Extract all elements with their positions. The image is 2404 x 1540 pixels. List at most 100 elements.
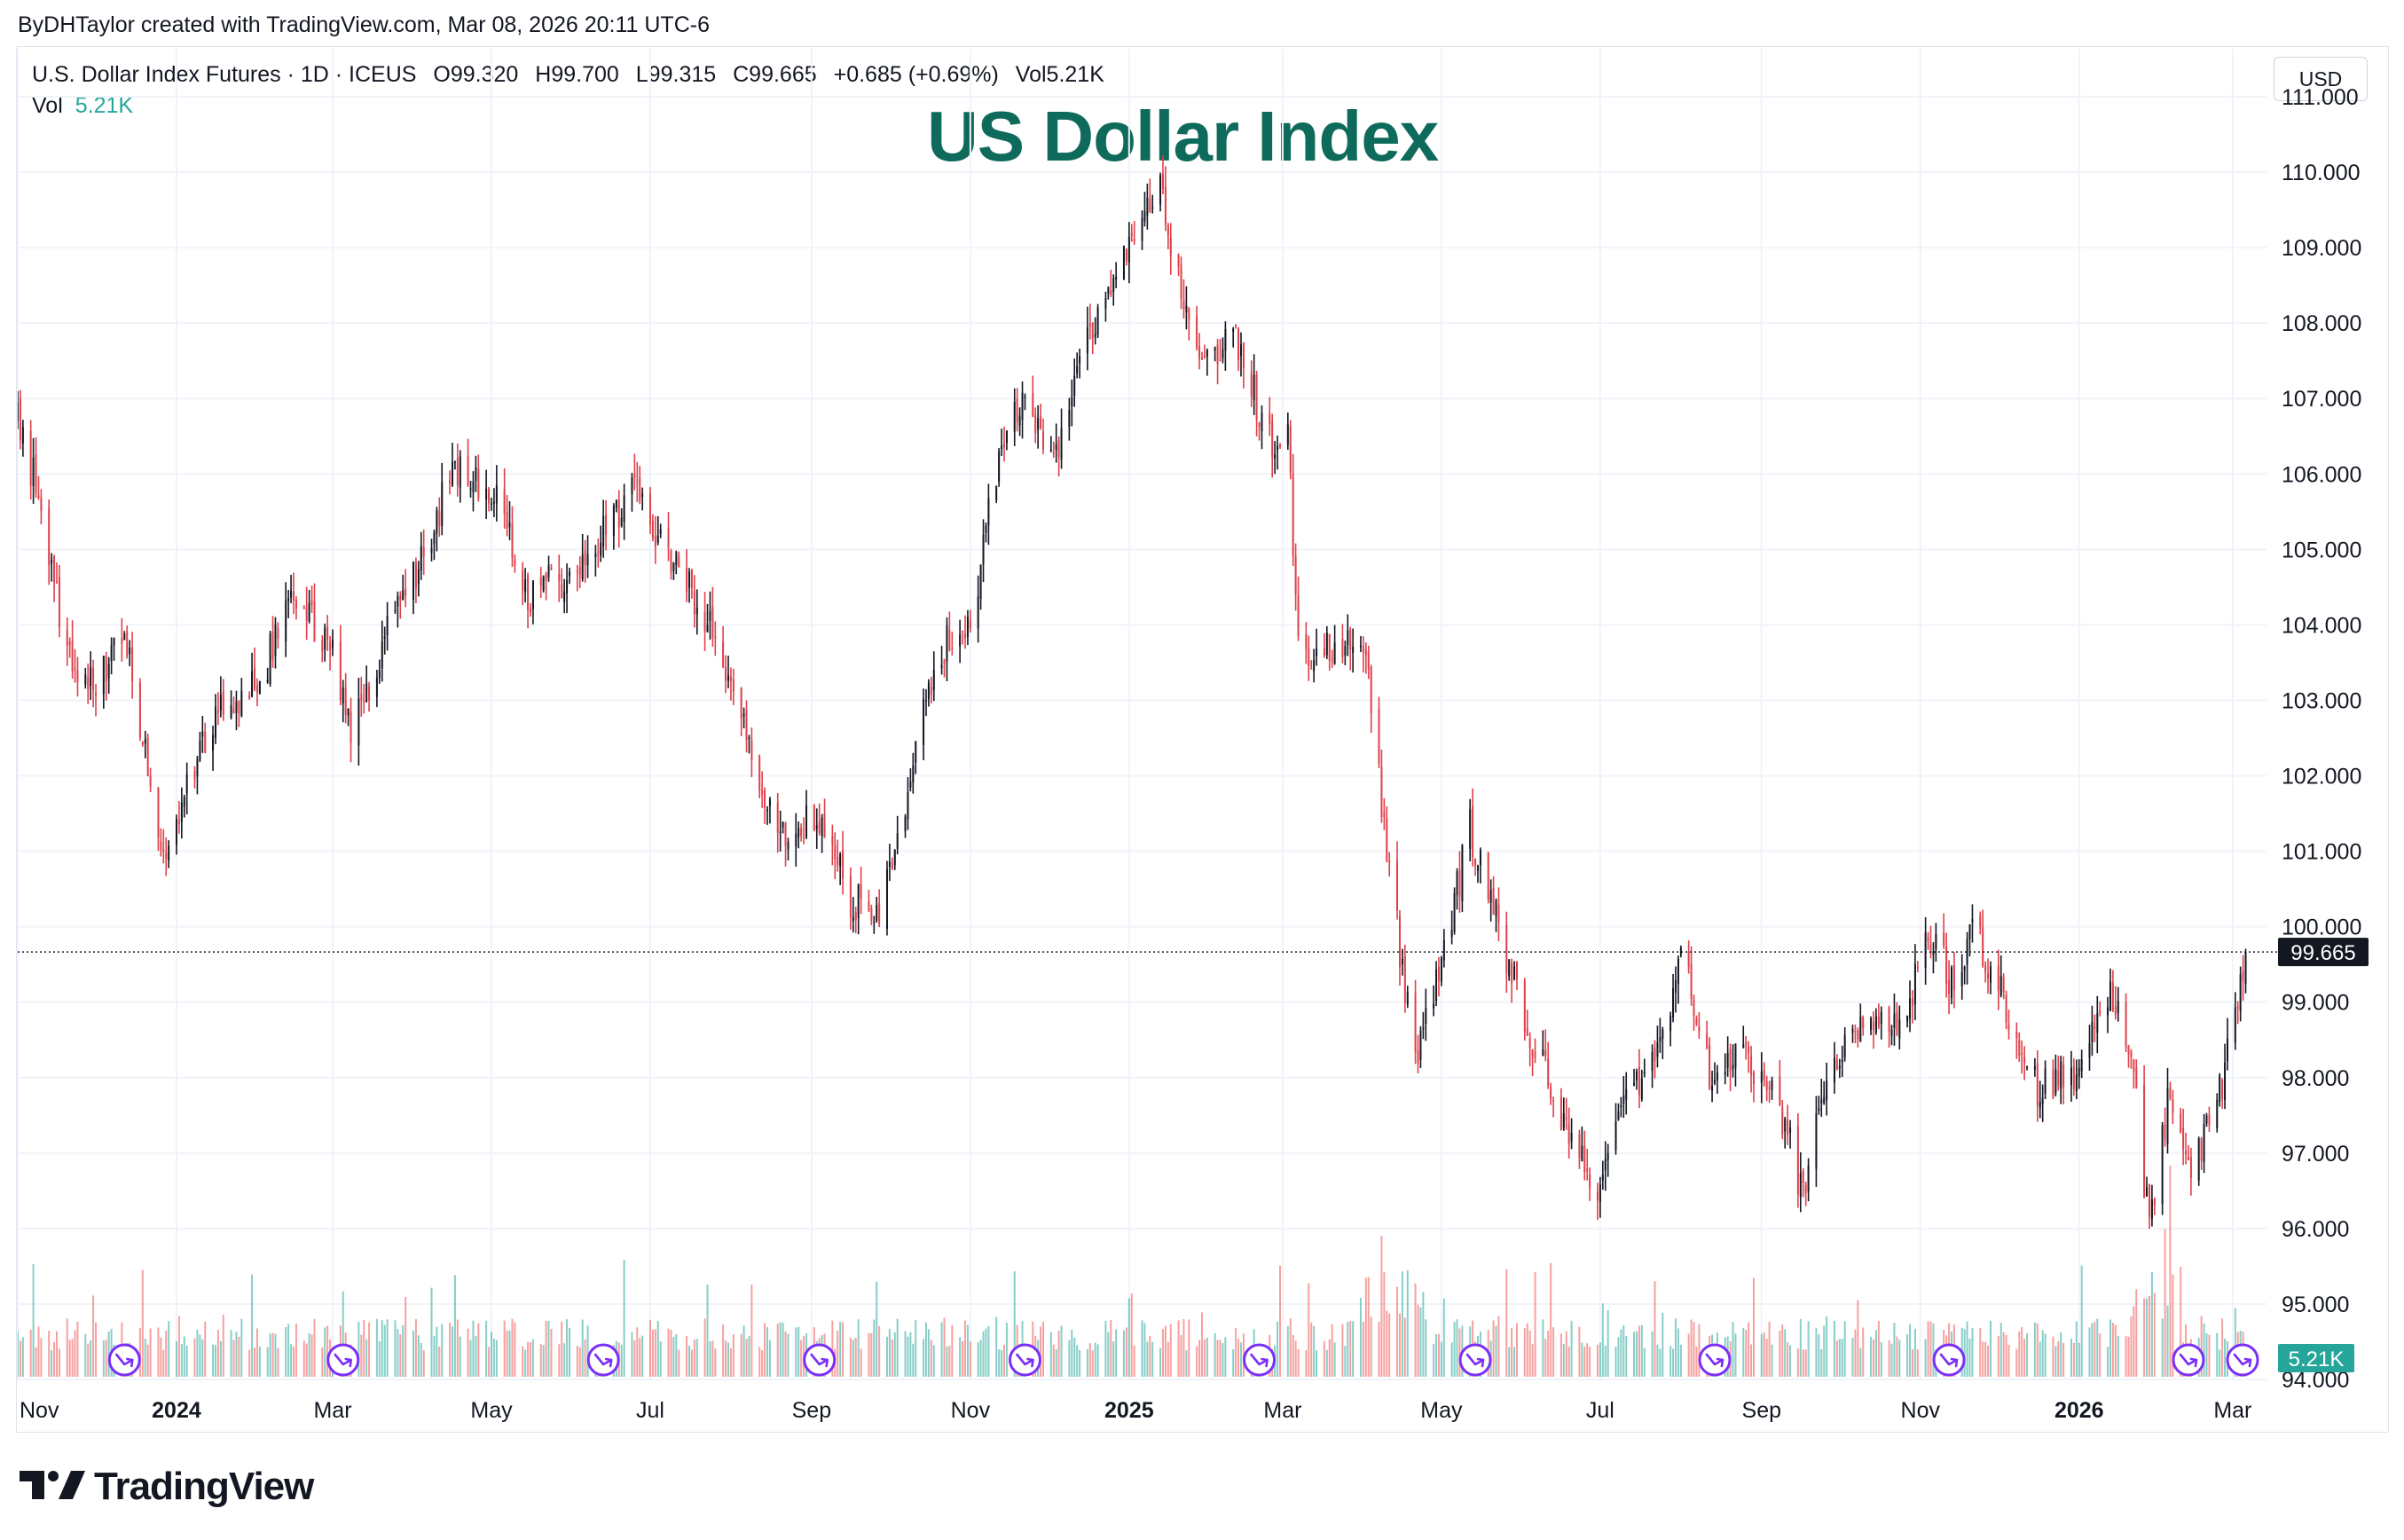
volume-bar bbox=[1286, 1325, 1289, 1377]
candle-body bbox=[550, 568, 553, 570]
candle-body bbox=[740, 688, 742, 719]
event-marker-icon[interactable] bbox=[107, 1343, 141, 1377]
volume-bar bbox=[1752, 1277, 1755, 1377]
volume-bar bbox=[138, 1327, 141, 1377]
volume-bar bbox=[240, 1318, 243, 1377]
currency-button[interactable]: USD bbox=[2274, 57, 2368, 101]
volume-bar bbox=[1450, 1342, 1453, 1377]
candle-body bbox=[581, 554, 584, 580]
candle-body bbox=[800, 827, 803, 837]
candle-body bbox=[2021, 1052, 2023, 1055]
candle-body bbox=[2169, 1087, 2172, 1099]
candle-body bbox=[1511, 962, 1513, 984]
event-marker-icon[interactable] bbox=[586, 1343, 620, 1377]
volume-bar bbox=[1508, 1347, 1511, 1377]
candle-body bbox=[2166, 1088, 2169, 1144]
volume-bar bbox=[485, 1320, 488, 1377]
candle-body bbox=[1669, 1016, 1672, 1032]
volume-bar bbox=[982, 1331, 985, 1377]
volume-bar bbox=[1112, 1341, 1115, 1377]
candle-body bbox=[542, 576, 545, 591]
volume-bar bbox=[405, 1296, 407, 1377]
volume-bar bbox=[1159, 1348, 1162, 1377]
volume-bar bbox=[651, 1329, 654, 1377]
price-chart[interactable]: 94.00095.00096.00097.00098.00099.000100.… bbox=[0, 0, 2404, 1455]
event-marker-icon[interactable] bbox=[1932, 1343, 1966, 1377]
event-marker-icon[interactable] bbox=[1243, 1343, 1277, 1377]
volume-bar bbox=[995, 1316, 998, 1377]
candle-body bbox=[2072, 1066, 2075, 1089]
volume-bar bbox=[2146, 1298, 2149, 1377]
candle-body bbox=[2026, 1066, 2029, 1068]
candle-body bbox=[68, 641, 71, 646]
candle-body bbox=[2244, 952, 2247, 984]
candle-body bbox=[1222, 349, 1224, 358]
event-marker-icon[interactable] bbox=[803, 1343, 837, 1377]
volume-bar bbox=[561, 1321, 563, 1377]
candle-body bbox=[467, 455, 469, 486]
symbol-name[interactable]: U.S. Dollar Index Futures · 1D · ICEUS bbox=[32, 62, 417, 87]
candle-body bbox=[2164, 1124, 2166, 1140]
candle-body bbox=[1271, 421, 1274, 458]
candle-body bbox=[492, 501, 495, 504]
candle-body bbox=[177, 820, 180, 824]
volume-bar bbox=[912, 1343, 915, 1377]
event-marker-icon[interactable] bbox=[1698, 1343, 1732, 1377]
candle-body bbox=[1196, 316, 1198, 349]
candle-body bbox=[915, 741, 917, 763]
volume-bar bbox=[745, 1339, 748, 1377]
volume-bar bbox=[1216, 1340, 1219, 1377]
candle-body bbox=[1203, 356, 1206, 358]
candle-body bbox=[168, 845, 170, 860]
volume-bar bbox=[107, 1332, 110, 1377]
volume-bar bbox=[963, 1320, 966, 1377]
tradingview-logo[interactable]: TradingView bbox=[20, 1465, 314, 1509]
volume-bar bbox=[399, 1334, 402, 1377]
event-marker-icon[interactable] bbox=[1008, 1343, 1041, 1377]
volume-bar bbox=[1013, 1271, 1016, 1377]
candle-body bbox=[539, 577, 542, 586]
candle-body bbox=[175, 819, 177, 845]
candle-body bbox=[1068, 410, 1071, 427]
volume-bar bbox=[1378, 1321, 1380, 1377]
volume-bar bbox=[1796, 1348, 1799, 1377]
candle-body bbox=[1112, 278, 1115, 292]
candle-body bbox=[1331, 658, 1333, 661]
volume-bar bbox=[1672, 1348, 1675, 1377]
candle-body bbox=[998, 451, 1001, 483]
candle-body bbox=[1024, 396, 1026, 397]
volume-bar bbox=[365, 1339, 368, 1377]
volume-bar bbox=[569, 1328, 571, 1377]
event-marker-icon[interactable] bbox=[1458, 1343, 1492, 1377]
candle-body bbox=[687, 571, 690, 588]
x-tick-label: Mar bbox=[1263, 1398, 1301, 1423]
volume-bar bbox=[277, 1348, 279, 1377]
volume-bar bbox=[706, 1285, 709, 1377]
volume-bar bbox=[909, 1332, 912, 1377]
candle-body bbox=[1492, 887, 1495, 915]
candle-body bbox=[253, 667, 255, 689]
volume-bar bbox=[2117, 1335, 2119, 1377]
volume-bar bbox=[1107, 1332, 1110, 1377]
candle-body bbox=[1417, 1049, 1419, 1064]
candle-body bbox=[1709, 1045, 1711, 1088]
candle-body bbox=[651, 521, 654, 538]
candle-body bbox=[472, 482, 475, 492]
event-marker-ring bbox=[2172, 1343, 2205, 1377]
candle-body bbox=[1570, 1132, 1573, 1142]
volume-bar bbox=[19, 1340, 21, 1377]
candle-body bbox=[1690, 963, 1693, 999]
event-marker-icon[interactable] bbox=[326, 1343, 360, 1377]
candle-body bbox=[1601, 1174, 1604, 1181]
candle-body bbox=[1107, 287, 1110, 295]
volume-bar bbox=[433, 1336, 436, 1377]
candle-body bbox=[332, 640, 334, 648]
volume-bar bbox=[714, 1348, 717, 1377]
volume-bar bbox=[1333, 1342, 1336, 1377]
volume-bar bbox=[472, 1320, 475, 1377]
volume-bar bbox=[1149, 1335, 1151, 1377]
y-tick-label: 101.000 bbox=[2282, 840, 2361, 865]
event-marker-icon[interactable] bbox=[2172, 1343, 2205, 1377]
volume-bar bbox=[987, 1325, 990, 1377]
volume-bar bbox=[1417, 1304, 1419, 1377]
